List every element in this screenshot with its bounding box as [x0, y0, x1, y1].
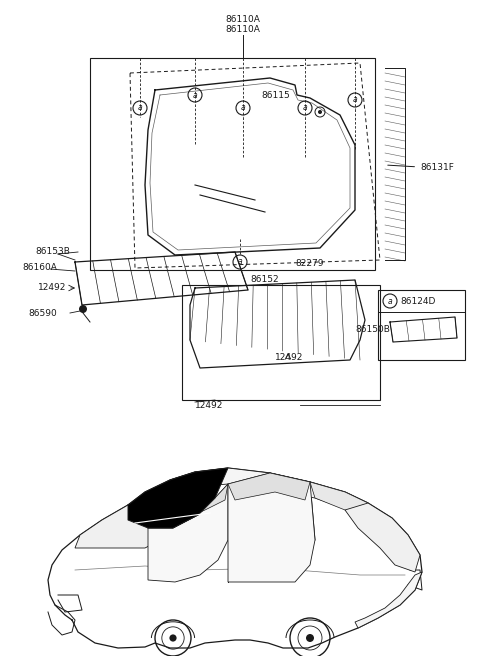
Polygon shape [310, 482, 368, 518]
Text: 12492: 12492 [275, 354, 303, 363]
Text: 12492: 12492 [195, 401, 223, 409]
Text: 86590: 86590 [28, 308, 57, 318]
Polygon shape [170, 468, 368, 510]
Circle shape [318, 110, 322, 114]
Circle shape [306, 634, 314, 642]
Text: a: a [303, 104, 307, 112]
Bar [90, 58, 375, 270]
Text: a: a [138, 104, 142, 112]
Text: 12492: 12492 [38, 283, 66, 291]
Text: a: a [353, 96, 357, 104]
Polygon shape [228, 473, 310, 500]
Polygon shape [345, 503, 420, 572]
Polygon shape [148, 484, 228, 528]
Text: 86150B: 86150B [355, 325, 390, 335]
Polygon shape [148, 484, 228, 582]
Text: 86160A: 86160A [22, 262, 57, 272]
Text: 82279: 82279 [295, 258, 324, 268]
Text: a: a [192, 91, 197, 100]
Circle shape [79, 305, 87, 313]
Text: 86153B: 86153B [35, 247, 70, 256]
Text: 86124D: 86124D [400, 297, 435, 306]
Text: 86110A: 86110A [226, 26, 261, 35]
Polygon shape [128, 468, 228, 528]
Text: a: a [240, 104, 245, 112]
Bar [378, 290, 465, 360]
Polygon shape [228, 473, 315, 582]
Text: 86110A: 86110A [226, 16, 261, 24]
Text: 86131F: 86131F [388, 163, 454, 173]
Text: 86152: 86152 [250, 276, 278, 285]
Circle shape [169, 634, 177, 642]
Text: 86115: 86115 [261, 91, 290, 100]
Bar [182, 285, 380, 400]
Text: a: a [388, 297, 392, 306]
Polygon shape [75, 505, 170, 548]
Polygon shape [355, 572, 422, 628]
Text: a: a [238, 258, 242, 266]
